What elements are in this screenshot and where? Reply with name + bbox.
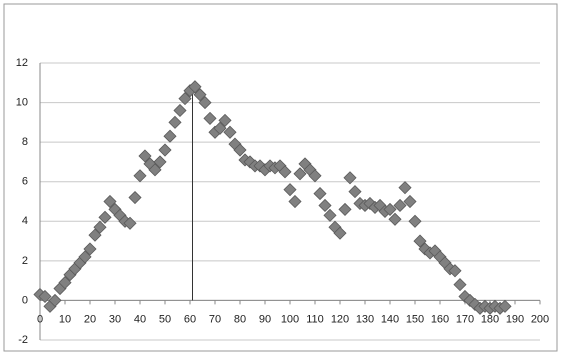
y-tick-label: 6 <box>22 176 28 188</box>
point <box>313 187 327 201</box>
point <box>293 167 307 181</box>
point <box>48 293 62 307</box>
point <box>343 171 357 185</box>
point <box>338 202 352 216</box>
point <box>453 278 467 292</box>
point <box>58 276 72 290</box>
point <box>243 155 257 169</box>
point <box>133 169 147 183</box>
point <box>138 149 152 163</box>
point <box>448 264 462 278</box>
x-tick-label: 160 <box>431 313 449 325</box>
point <box>333 226 347 240</box>
x-tick-label: 190 <box>506 313 524 325</box>
point <box>128 190 142 205</box>
point <box>413 234 427 248</box>
point <box>383 202 397 216</box>
point <box>393 198 407 213</box>
point <box>308 169 322 183</box>
x-tick-label: 70 <box>209 313 221 325</box>
x-tick-label: 130 <box>356 313 374 325</box>
point <box>78 250 92 264</box>
point <box>123 216 137 230</box>
y-tick-label: 4 <box>22 215 28 227</box>
point <box>93 220 107 234</box>
point <box>468 297 482 311</box>
point <box>188 80 202 94</box>
point <box>83 242 97 256</box>
x-tick-label: 40 <box>134 313 146 325</box>
point <box>218 113 232 127</box>
point <box>463 293 477 307</box>
point <box>203 111 217 125</box>
point <box>233 143 247 157</box>
point <box>163 129 177 143</box>
x-tick-label: 200 <box>531 313 549 325</box>
point <box>403 194 417 209</box>
point <box>103 194 117 209</box>
point <box>388 212 402 226</box>
y-tick-label: 10 <box>16 96 28 108</box>
point <box>88 228 102 242</box>
x-tick-label: 180 <box>481 313 499 325</box>
point <box>498 299 512 313</box>
point <box>348 185 362 199</box>
x-tick-label: 30 <box>109 313 121 325</box>
point <box>288 194 302 209</box>
x-tick-label: 150 <box>406 313 424 325</box>
x-tick-label: 110 <box>306 313 324 325</box>
point <box>363 196 377 211</box>
x-tick-label: 140 <box>381 313 399 325</box>
point <box>158 143 172 157</box>
x-tick-label: 20 <box>84 313 96 325</box>
y-tick-label: 12 <box>16 57 28 69</box>
point <box>418 242 432 256</box>
y-tick-label: -2 <box>18 334 28 346</box>
x-tick-label: 50 <box>159 313 171 325</box>
x-tick-label: 0 <box>37 313 43 325</box>
y-tick-label: 0 <box>22 294 28 306</box>
y-tick-label: 2 <box>22 255 28 267</box>
x-tick-label: 170 <box>456 313 474 325</box>
point <box>98 210 112 224</box>
point <box>253 159 267 173</box>
point <box>198 96 212 110</box>
x-tick-label: 120 <box>331 313 349 325</box>
x-tick-label: 80 <box>234 313 246 325</box>
point <box>173 103 187 118</box>
point <box>398 181 412 195</box>
x-tick-label: 10 <box>59 313 71 325</box>
point <box>38 289 52 304</box>
point <box>148 163 162 177</box>
point <box>178 92 192 106</box>
x-tick-label: 100 <box>281 313 299 325</box>
point <box>283 183 297 197</box>
point <box>323 208 337 222</box>
point <box>318 198 332 213</box>
y-tick-label: 8 <box>22 136 28 148</box>
point <box>193 88 207 102</box>
point <box>223 125 237 139</box>
point <box>153 155 167 169</box>
x-tick-label: 90 <box>259 313 271 325</box>
x-tick-label: 60 <box>184 313 196 325</box>
point <box>408 214 422 228</box>
point <box>213 121 227 135</box>
point <box>278 165 292 179</box>
point <box>168 115 182 129</box>
